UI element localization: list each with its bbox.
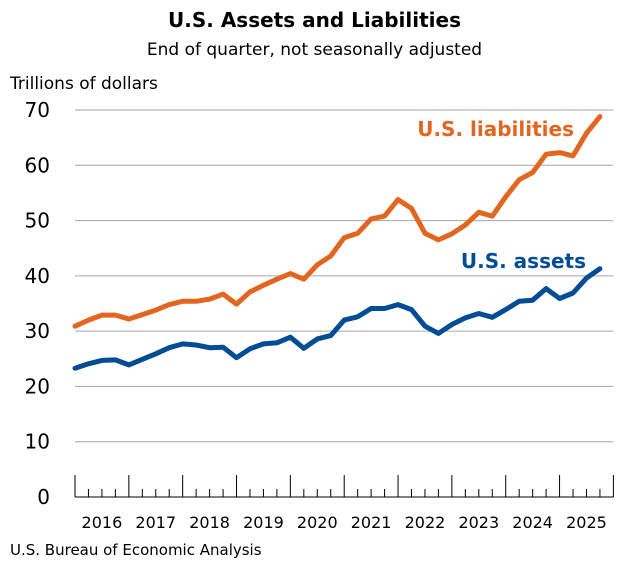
x-tick-label: 2019 — [243, 513, 284, 532]
x-tick-label: 2024 — [512, 513, 553, 532]
series-line-liabilities — [72, 114, 603, 329]
x-tick-label: 2025 — [566, 513, 607, 532]
y-tick-label: 20 — [25, 374, 50, 398]
chart-subtitle: End of quarter, not seasonally adjusted — [146, 40, 483, 60]
y-tick-label: 30 — [25, 319, 50, 343]
x-tick-label: 2021 — [351, 513, 392, 532]
x-tick-label: 2017 — [135, 513, 176, 532]
series-line-assets — [72, 266, 603, 371]
y-tick-label: 50 — [25, 209, 50, 233]
y-tick-label: 0 — [37, 485, 50, 509]
y-tick-label: 60 — [25, 153, 50, 177]
series-label: U.S. liabilities — [417, 117, 574, 141]
y-tick-label: 40 — [25, 264, 50, 288]
x-tick-label: 2023 — [458, 513, 499, 532]
x-tick-label: 2022 — [405, 513, 446, 532]
chart-title: U.S. Assets and Liabilities — [168, 8, 461, 32]
y-tick-label: 70 — [25, 98, 50, 122]
y-axis-label: Trillions of dollars — [10, 74, 158, 94]
series-label: U.S. assets — [461, 249, 586, 273]
x-tick-label: 2016 — [82, 513, 123, 532]
x-tick-label: 2020 — [297, 513, 338, 532]
y-tick-label: 10 — [25, 430, 50, 454]
source-note: U.S. Bureau of Economic Analysis — [10, 541, 262, 559]
x-tick-label: 2018 — [189, 513, 230, 532]
